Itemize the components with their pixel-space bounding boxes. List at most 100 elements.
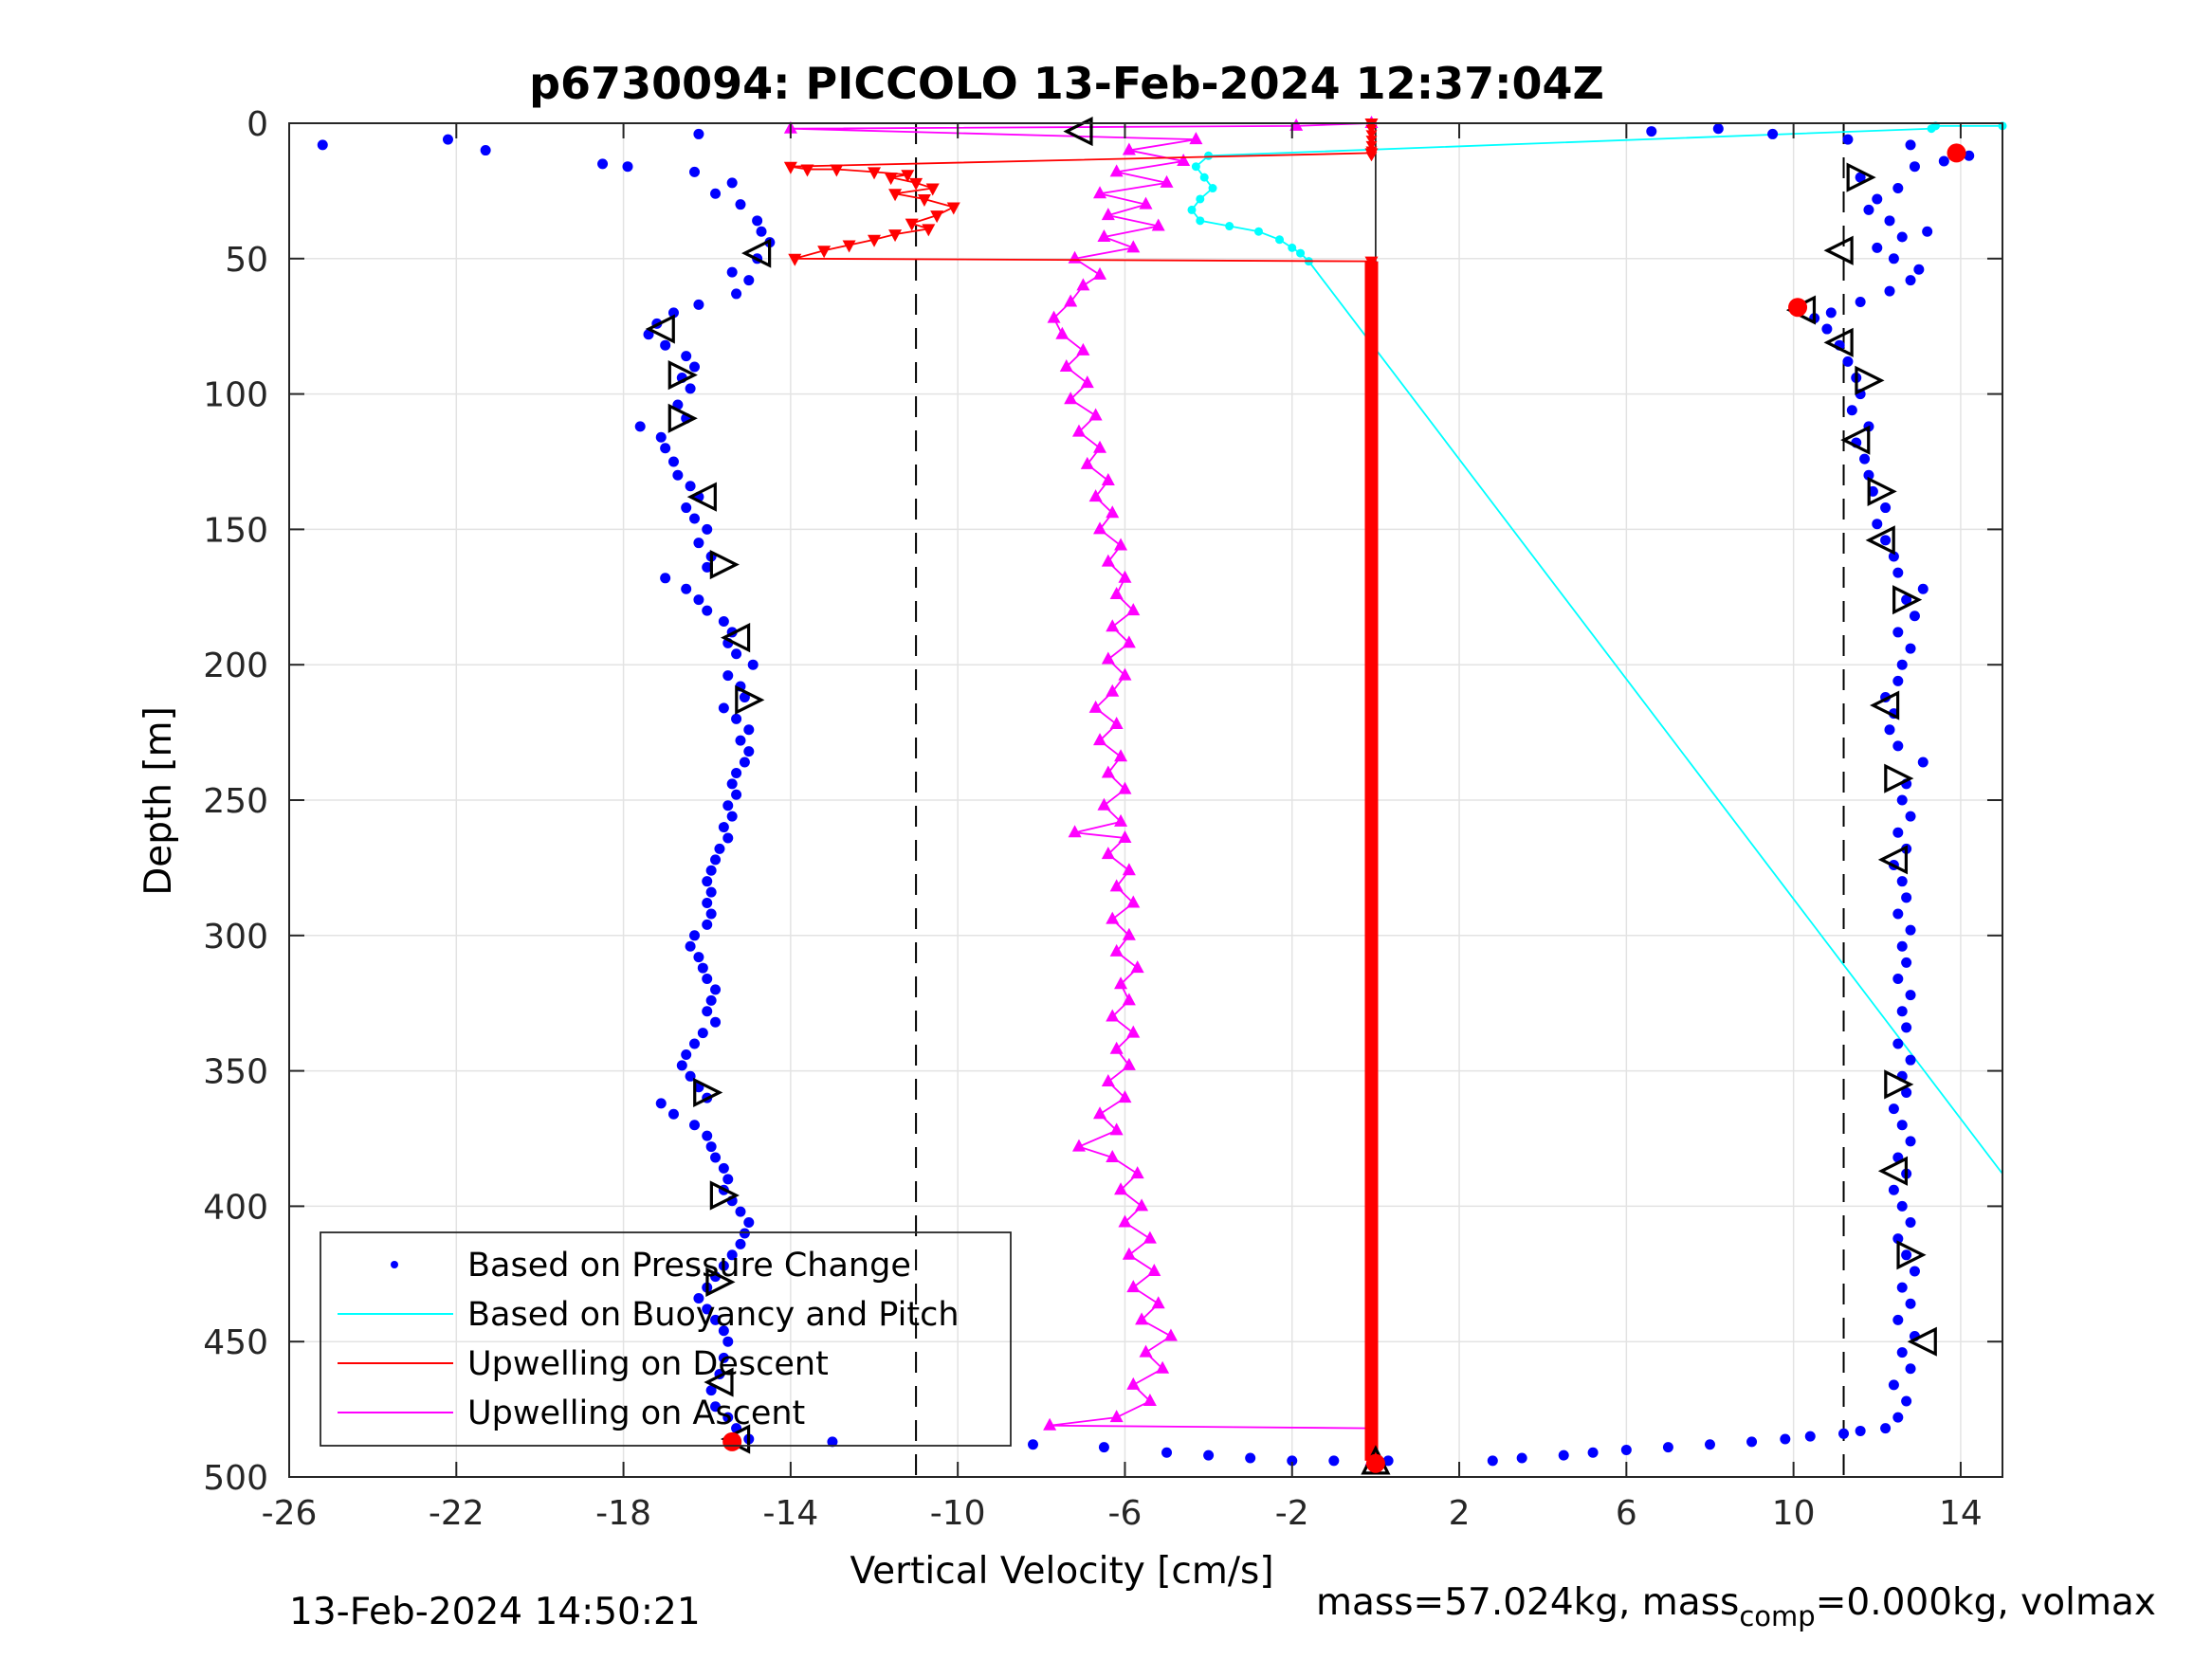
open-triangle-marker [1877,1156,1909,1186]
upwelling-ascent-point [1093,440,1107,453]
open-triangle-marker [709,1180,740,1211]
x-tick-label: -2 [1275,1494,1309,1533]
buoyancy-point [1288,243,1297,252]
upwelling-ascent-point [1163,1328,1178,1341]
upwelling-ascent-point [1088,408,1103,421]
upwelling-ascent-point [1101,847,1115,860]
open-triangle-marker [1884,1069,1914,1100]
pressure-change-point [1909,1266,1920,1277]
pressure-change-point [1712,123,1724,135]
upwelling-ascent-point [1130,1166,1144,1179]
open-triangle-marker [721,623,751,653]
pressure-change-point [718,822,729,833]
pressure-change-point [693,594,704,606]
upwelling-ascent-point [1106,911,1120,924]
pressure-change-point [718,702,729,714]
x-tick-label: -14 [762,1494,818,1533]
upwelling-descent-point [1365,136,1378,146]
pressure-change-point [1516,1452,1527,1464]
upwelling-ascent-point [1109,1041,1124,1054]
pressure-change-point [1917,757,1929,768]
pressure-change-point [1888,1103,1899,1115]
pressure-change-point [622,161,633,173]
open-triangle-marker [1846,162,1876,192]
upwelling-ascent-point [1139,1344,1153,1358]
buoyancy-point [1187,205,1197,214]
pressure-change-point [1855,1425,1866,1436]
buoyancy-point [1196,216,1205,226]
upwelling-ascent-point [1071,1139,1086,1152]
upwelling-ascent-point [1101,651,1115,665]
pressure-change-point [681,351,692,362]
pressure-change-point [1896,1347,1908,1358]
upwelling-ascent-point [1143,1231,1157,1244]
open-triangle-marker [667,360,698,391]
pressure-change-point [1892,1314,1904,1325]
open-triangle-marker [741,238,772,268]
pressure-change-point [317,139,328,151]
pressure-change-point [1892,740,1904,752]
y-tick-label: 50 [225,241,268,280]
pressure-change-point [1905,1054,1916,1066]
pressure-change-point [752,215,763,227]
red-marker [1788,298,1808,318]
upwelling-ascent-point [1097,797,1111,811]
upwelling-ascent-point [1109,164,1124,177]
buoyancy-point [1204,151,1214,160]
open-triangle-marker [1865,525,1895,556]
pressure-change-point [1905,811,1916,822]
upwelling-descent-point [917,193,931,207]
pressure-change-point [1382,1455,1394,1467]
upwelling-ascent-point [1122,993,1136,1006]
pressure-change-point [718,616,729,628]
pressure-change-point [705,1141,717,1153]
upwelling-descent-point [817,246,832,259]
upwelling-ascent-point [1080,375,1094,389]
legend-label: Upwelling on Ascent [467,1395,805,1432]
mass-subscript: comp [1739,1600,1816,1632]
pressure-change-point [710,1016,722,1028]
upwelling-ascent-point [1088,489,1103,502]
pressure-change-point [827,1436,838,1448]
y-axis-label: Depth [m] [137,706,180,896]
upwelling-ascent-point [1122,863,1136,876]
pressure-change-point [1855,172,1866,183]
open-triangle-marker [1870,690,1900,720]
upwelling-ascent-point [1189,132,1203,145]
pressure-change-point [1884,285,1895,297]
pressure-change-point [1846,405,1857,416]
pressure-change-point [722,832,734,844]
pressure-change-point [667,1108,679,1120]
x-tick-label: 6 [1616,1494,1637,1533]
pressure-change-point [1888,551,1899,562]
pressure-change-point [705,908,717,920]
upwelling-ascent-point [1126,240,1141,253]
pressure-change-point [726,266,738,278]
upwelling-ascent-point [1109,1122,1124,1136]
pressure-change-point [1896,876,1908,887]
upwelling-ascent-point [1114,749,1128,762]
pressure-change-point [672,469,684,481]
open-triangle-marker [1867,476,1897,507]
x-tick-label: -26 [262,1494,318,1533]
pressure-change-point [718,1162,729,1174]
y-tick-label: 400 [203,1188,268,1227]
footer-timestamp: 13-Feb-2024 14:50:21 [289,1591,701,1633]
upwelling-ascent-point [1160,174,1174,188]
pressure-change-point [655,1098,667,1109]
pressure-change-point [702,973,713,984]
upwelling-ascent-point [1106,1149,1120,1162]
pressure-change-point [1872,242,1883,253]
pressure-change-point [731,713,742,724]
pressure-change-point [693,538,704,549]
pressure-change-point [705,886,717,898]
axes: -26 -22 -18 -14 -10 -6 -2 2 6 10 14050100150200250… [203,105,2003,1533]
open-triangle-marker [667,403,698,433]
upwelling-ascent-point [1126,1376,1141,1390]
pressure-change-point [1892,627,1904,638]
pressure-change-point [743,275,755,286]
buoyancy-point [1275,235,1285,245]
open-triangle-marker [693,1077,723,1108]
open-triangle-marker [1892,585,1923,615]
upwelling-ascent-point [1143,1394,1157,1407]
